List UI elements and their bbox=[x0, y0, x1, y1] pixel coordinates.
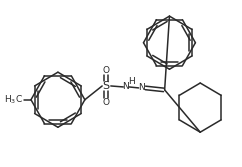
Text: O: O bbox=[103, 66, 109, 75]
Text: N: N bbox=[138, 84, 145, 92]
Text: O: O bbox=[103, 98, 109, 107]
Text: S: S bbox=[102, 81, 110, 91]
Text: N: N bbox=[122, 82, 129, 92]
Text: H$_3$C: H$_3$C bbox=[4, 94, 23, 106]
Text: H: H bbox=[128, 77, 135, 86]
